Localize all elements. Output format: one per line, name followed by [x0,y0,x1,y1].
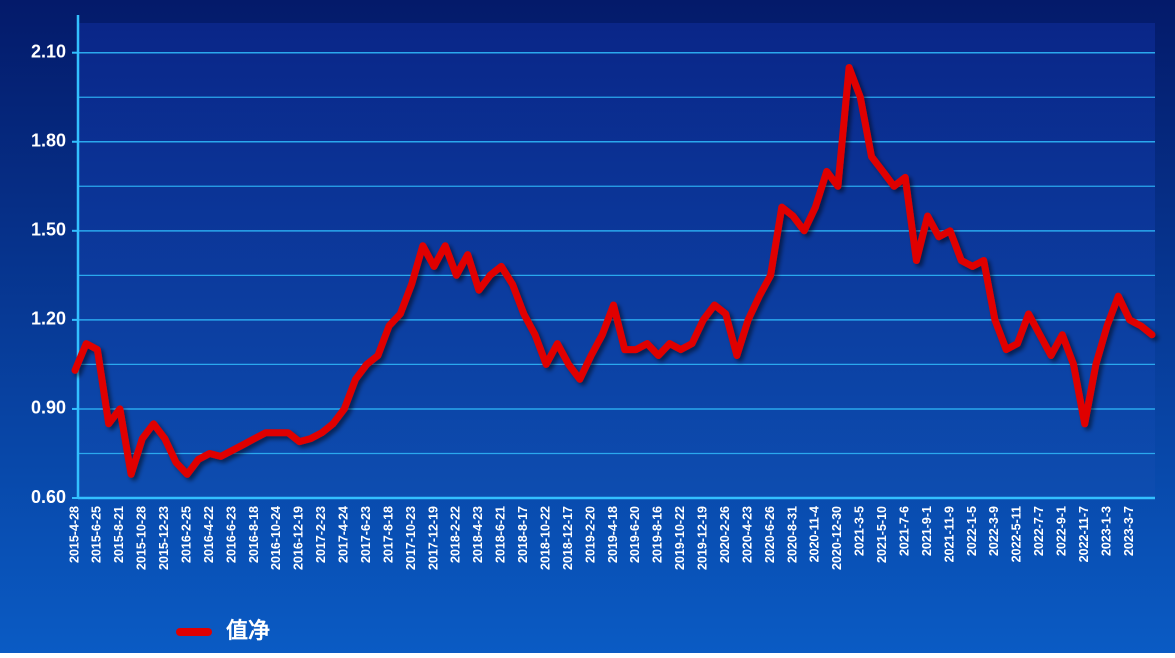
x-tick-label: 2016-2-25 [179,506,193,563]
x-tick-label: 2022-11-7 [1077,506,1091,562]
x-tick-label: 2018-10-22 [538,506,552,570]
x-tick-label: 2021-5-10 [875,506,889,563]
x-tick-label: 2021-11-9 [942,506,956,562]
x-tick-label: 2015-10-28 [135,506,149,570]
x-tick-label: 2019-8-16 [651,506,665,563]
x-tick-label: 2021-9-1 [920,506,934,556]
x-tick-label: 2023-1-3 [1099,506,1113,556]
plot-area [78,23,1155,498]
x-tick-label: 2015-4-28 [67,506,81,563]
x-tick-label: 2016-8-18 [247,506,261,563]
legend-label: 值净 [226,618,270,643]
y-tick-label: 1.50 [31,220,66,240]
x-tick-label: 2019-4-18 [606,506,620,563]
x-tick-label: 2019-10-22 [673,506,687,570]
x-tick-label: 2019-6-20 [628,506,642,563]
x-tick-label: 2016-6-23 [224,506,238,563]
x-tick-label: 2020-2-26 [718,506,732,563]
x-tick-label: 2022-9-1 [1055,506,1069,556]
x-tick-label: 2022-1-5 [965,506,979,556]
x-tick-label: 2023-3-7 [1122,506,1136,556]
y-tick-label: 2.10 [31,41,66,61]
x-tick-label: 2015-12-23 [157,506,171,570]
x-tick-label: 2018-2-22 [449,506,463,563]
x-tick-label: 2018-12-17 [561,506,575,570]
y-tick-label: 1.80 [31,131,66,151]
x-tick-label: 2017-12-19 [426,506,440,570]
x-tick-label: 2021-3-5 [853,506,867,556]
x-tick-label: 2017-8-18 [381,506,395,563]
x-tick-label: 2018-4-23 [471,506,485,563]
x-tick-label: 2020-6-26 [763,506,777,563]
x-tick-label: 2022-3-9 [987,506,1001,556]
x-tick-label: 2020-4-23 [740,506,754,563]
x-tick-label: 2017-6-23 [359,506,373,563]
x-tick-label: 2016-10-24 [269,506,283,570]
x-tick-label: 2017-10-23 [404,506,418,570]
x-tick-label: 2019-2-20 [583,506,597,563]
x-tick-label: 2018-8-17 [516,506,530,563]
x-tick-label: 2021-7-6 [897,506,911,556]
x-tick-label: 2017-2-23 [314,506,328,563]
x-tick-label: 2017-4-24 [337,506,351,563]
y-tick-label: 0.60 [31,487,66,507]
x-tick-label: 2018-6-21 [494,506,508,563]
y-tick-label: 1.20 [31,309,66,329]
x-tick-label: 2020-11-4 [808,506,822,562]
x-tick-label: 2015-6-25 [90,506,104,563]
line-series [71,64,1156,478]
x-tick-label: 2020-8-31 [785,506,799,563]
y-tick-label: 0.90 [31,398,66,418]
x-tick-label: 2016-12-19 [292,506,306,570]
x-tick-label: 2022-5-11 [1010,506,1024,562]
x-tick-label: 2016-4-22 [202,506,216,563]
x-tick-label: 2015-8-21 [112,506,126,563]
x-tick-label: 2022-7-7 [1032,506,1046,556]
x-tick-label: 2020-12-30 [830,506,844,570]
x-tick-label: 2019-12-19 [696,506,710,570]
